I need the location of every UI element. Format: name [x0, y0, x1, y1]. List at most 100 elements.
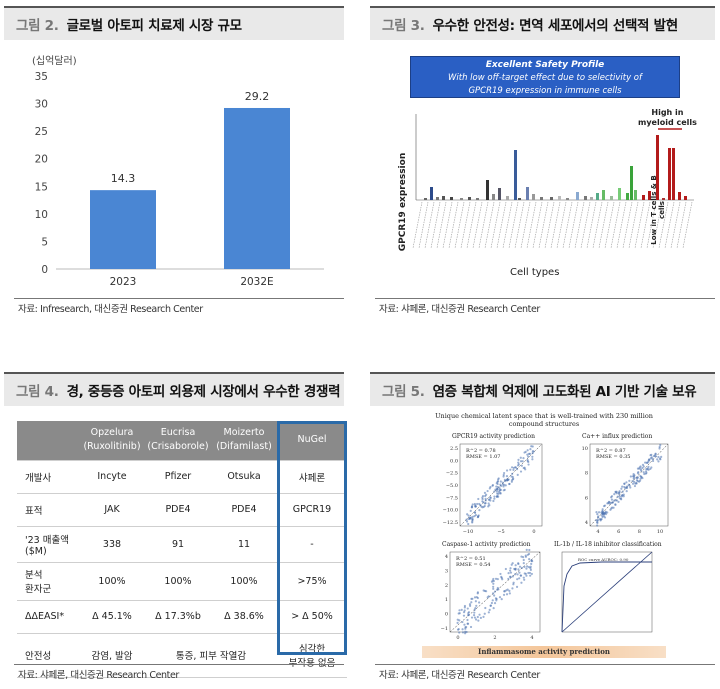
scatter-point	[488, 608, 491, 611]
scatter-point	[514, 567, 517, 571]
r2-label: R^2 = 0.51	[456, 555, 486, 562]
scatter-point	[514, 466, 518, 469]
scatter-point	[458, 609, 461, 612]
scatter-point	[600, 511, 603, 514]
cell-type-tick-label	[502, 201, 513, 249]
subplot-title: IL-1b / IL-18 inhibitor classification	[554, 541, 662, 548]
cell: 심각한부작용 없음	[277, 633, 347, 678]
scatter-point	[523, 451, 526, 454]
y-tick-label: 10	[35, 209, 48, 221]
scatter-point	[502, 593, 506, 596]
cell-type-tick-label	[634, 201, 645, 249]
scatter-point	[484, 497, 487, 500]
scatter-point	[461, 631, 465, 634]
scatter-point	[623, 482, 626, 485]
gpcr19-expression-figure: Excellent Safety Profile With low off-ta…	[390, 52, 710, 292]
scatter-point	[497, 495, 500, 498]
expression-bar	[450, 197, 453, 200]
scatter-point	[615, 499, 619, 502]
scatter-point	[519, 456, 522, 459]
scatter-point	[522, 466, 525, 470]
scatter-point	[487, 502, 490, 505]
cell-type-tick-label	[442, 201, 453, 249]
scatter-point	[526, 459, 529, 463]
scatter-point	[510, 466, 514, 469]
scatter-point	[596, 524, 599, 527]
scatter-point	[465, 520, 469, 523]
cell: Δ 38.6%	[211, 600, 277, 634]
cell: PDE4	[145, 493, 211, 527]
scatter-point	[476, 591, 479, 594]
scatter-point	[482, 501, 485, 504]
figure-2-title: 글로벌 아토피 치료제 시장 규모	[66, 18, 242, 34]
scatter-point	[531, 455, 534, 458]
cell-type-tick-label	[430, 201, 441, 249]
scatter-point	[633, 476, 636, 479]
row-label: 안전성	[17, 633, 79, 678]
bar-value-label: 29.2	[245, 90, 270, 103]
y-tick-label: 3	[445, 568, 448, 574]
col-name: Eucrisa	[160, 427, 196, 439]
scatter-point	[456, 618, 459, 621]
figure-2-source: 자료: Infresearch, 대신증권 Research Center	[18, 304, 203, 315]
y-tick-label: 25	[35, 126, 48, 138]
scatter-point	[516, 578, 519, 581]
cell-type-tick-label	[682, 201, 693, 249]
scatter-point	[526, 449, 529, 452]
scatter-point	[519, 470, 523, 473]
cell-line-2: 부작용 없음	[279, 655, 345, 669]
expression-bar	[518, 198, 521, 200]
scatter-point	[522, 576, 525, 579]
y-tick-label: −12.5	[443, 520, 458, 526]
scatter-point	[651, 457, 654, 461]
scatter-point	[643, 472, 646, 476]
figure-4: 그림 4. 경, 중등증 아토피 외용제 시장에서 우수한 경쟁력	[4, 372, 344, 406]
cell-type-tick-label	[478, 201, 489, 249]
subplot-title: GPCR19 activity prediction	[452, 433, 535, 440]
y-tick-label: 20	[35, 154, 48, 166]
scatter-point	[467, 514, 470, 517]
annotation-high-line-2: myeloid cells	[638, 118, 697, 127]
scatter-point	[518, 571, 521, 574]
scatter-point	[636, 467, 640, 470]
row-maker: 개발사 Incyte Pfizer Otsuka 샤페론	[17, 460, 347, 494]
scatter-point	[484, 501, 487, 505]
scatter-point	[464, 630, 467, 633]
scatter-point	[520, 581, 523, 584]
x-tick-label: 4	[530, 635, 533, 641]
scatter-point	[476, 502, 479, 506]
x-tick-label: −5	[497, 529, 504, 535]
scatter-point	[482, 505, 485, 509]
figure-2-number: 그림 2.	[16, 18, 59, 34]
scatter-point	[471, 515, 474, 518]
cell-type-tick-label	[418, 201, 429, 249]
row-safety: 안전성 감염, 발암 통증, 피부 작열감 심각한부작용 없음	[17, 633, 347, 678]
cell: Otsuka	[211, 460, 277, 494]
expression-bar	[540, 197, 543, 200]
y-tick-label: 8	[585, 471, 588, 477]
expression-bar	[566, 198, 569, 200]
scatter-point	[473, 502, 476, 506]
row-sales: '23 매출액 ($M) 338 91 11 -	[17, 526, 347, 563]
scatter-point	[520, 566, 524, 569]
scatter-point	[495, 599, 498, 602]
scatter-point	[473, 608, 476, 611]
scatter-point	[464, 626, 467, 629]
figure-3-number: 그림 3.	[382, 18, 425, 34]
roc-diagonal	[561, 551, 653, 633]
y-axis-unit-label: (십억달러)	[32, 55, 77, 67]
row-label: 분석 환자군	[17, 562, 79, 601]
figure-4-header: 그림 4. 경, 중등증 아토피 외용제 시장에서 우수한 경쟁력	[4, 372, 344, 406]
cell-type-tick-label	[574, 201, 585, 249]
scatter-point	[645, 461, 648, 464]
scatter-point	[516, 573, 519, 576]
scatter-point	[474, 600, 477, 603]
scatter-point	[476, 615, 479, 619]
scatter-point	[502, 473, 505, 477]
scatter-point	[499, 572, 502, 576]
cell: >75%	[277, 562, 347, 601]
scatter-point	[633, 484, 637, 488]
subplot-title: Ca++ influx prediction	[582, 433, 652, 440]
figure-4-title: 경, 중등증 아토피 외용제 시장에서 우수한 경쟁력	[66, 384, 341, 400]
scatter-point	[466, 622, 470, 625]
